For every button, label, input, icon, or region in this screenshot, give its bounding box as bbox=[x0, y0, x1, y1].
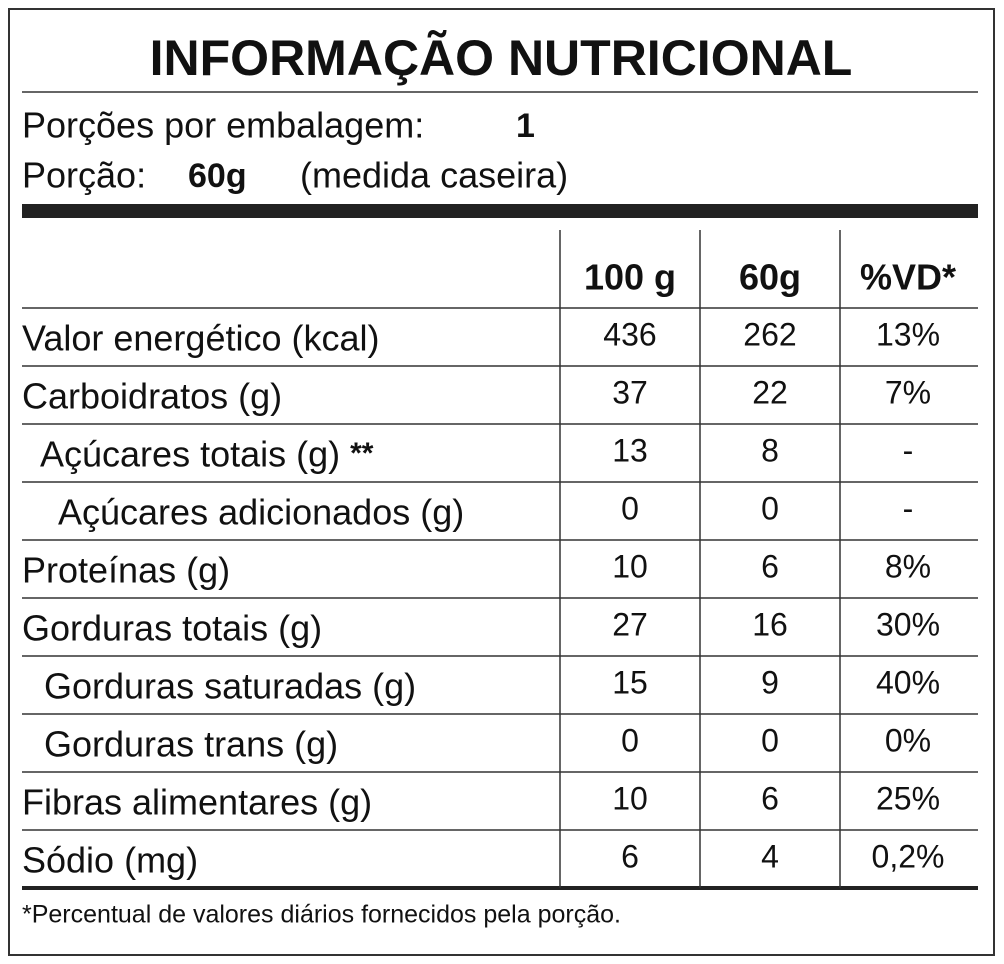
cell-value: 10 bbox=[612, 548, 648, 584]
thick-rule bbox=[22, 204, 978, 218]
cell-value: 25% bbox=[876, 780, 940, 816]
column-header: %VD* bbox=[860, 257, 956, 298]
row-mark: ** bbox=[350, 437, 374, 470]
row-label: Gorduras saturadas (g) bbox=[44, 666, 416, 707]
cell-value: 37 bbox=[612, 374, 648, 410]
row-label: Carboidratos (g) bbox=[22, 376, 282, 417]
serving-size-note: (medida caseira) bbox=[300, 155, 568, 196]
cell-value: 8 bbox=[761, 432, 779, 468]
table: 100 g 60g %VD* Valor energético (kcal) 436 26… bbox=[22, 230, 978, 888]
cell-value: 4 bbox=[761, 838, 779, 874]
cell-value: 15 bbox=[612, 664, 648, 700]
row-label: Sódio (mg) bbox=[22, 840, 198, 881]
cell-value: 30% bbox=[876, 606, 940, 642]
cell-value: 0% bbox=[885, 722, 931, 758]
footnote: *Percentual de valores diários fornecido… bbox=[22, 901, 621, 929]
cell-value: 0 bbox=[761, 722, 779, 758]
title: INFORMAÇÃO NUTRICIONAL bbox=[150, 30, 853, 86]
cell-value: 6 bbox=[761, 548, 779, 584]
cell-value: - bbox=[903, 490, 914, 526]
cell-value: 13 bbox=[612, 432, 648, 468]
row-label: Açúcares totais (g) bbox=[40, 434, 340, 475]
cell-value: 0 bbox=[621, 490, 639, 526]
cell-value: 27 bbox=[612, 606, 648, 642]
cell-value: 10 bbox=[612, 780, 648, 816]
cell-value: 6 bbox=[761, 780, 779, 816]
cell-value: 0,2% bbox=[872, 838, 945, 874]
cell-value: 16 bbox=[752, 606, 788, 642]
cell-value: 262 bbox=[743, 316, 796, 352]
cell-value: 436 bbox=[603, 316, 656, 352]
cell-value: 22 bbox=[752, 374, 788, 410]
cell-value: 8% bbox=[885, 548, 931, 584]
cell-value: 9 bbox=[761, 664, 779, 700]
cell-value: 0 bbox=[621, 722, 639, 758]
column-header: 100 g bbox=[584, 257, 676, 298]
row-label: Valor energético (kcal) bbox=[22, 318, 380, 359]
row-label: Fibras alimentares (g) bbox=[22, 782, 372, 823]
cell-value: - bbox=[903, 432, 914, 468]
column-header: 60g bbox=[739, 257, 801, 298]
cell-value: 0 bbox=[761, 490, 779, 526]
serving-size-label: Porção: bbox=[22, 155, 146, 196]
row-label: Gorduras trans (g) bbox=[44, 724, 338, 765]
row-label: Gorduras totais (g) bbox=[22, 608, 322, 649]
cell-value: 40% bbox=[876, 664, 940, 700]
cell-value: 7% bbox=[885, 374, 931, 410]
servings-value: 1 bbox=[516, 107, 535, 145]
row-label: Proteínas (g) bbox=[22, 550, 230, 591]
cell-value: 6 bbox=[621, 838, 639, 874]
outer-border bbox=[8, 8, 995, 956]
row-label: Açúcares adicionados (g) bbox=[58, 492, 464, 533]
serving-size-value: 60g bbox=[188, 157, 247, 195]
servings-label: Porções por embalagem: bbox=[22, 105, 424, 146]
cell-value: 13% bbox=[876, 316, 940, 352]
